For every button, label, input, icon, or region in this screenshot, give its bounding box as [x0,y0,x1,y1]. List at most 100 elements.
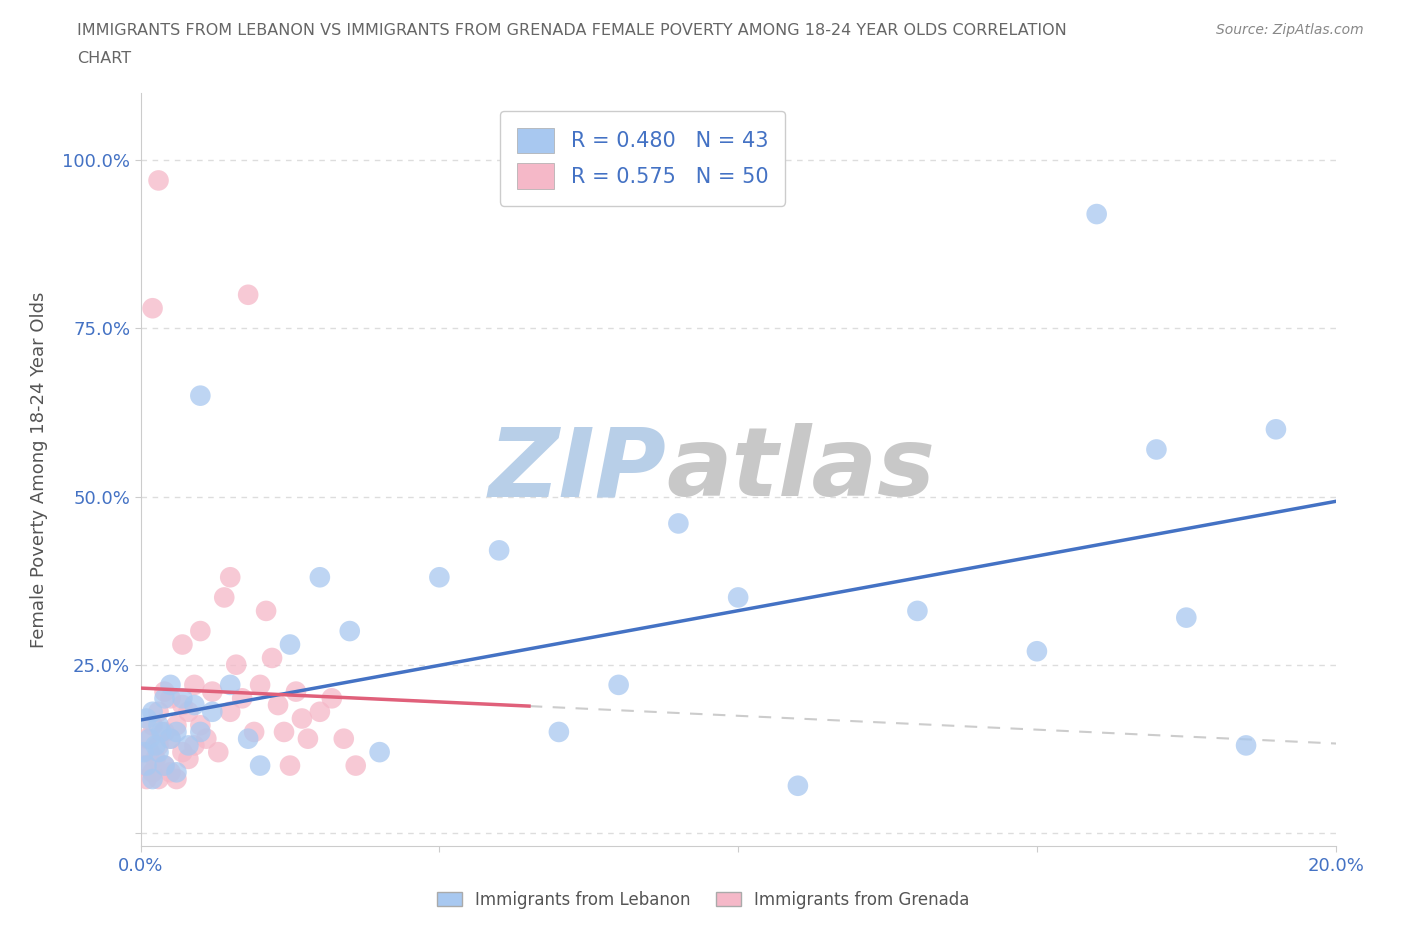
Point [132,745,155,760]
Text: Source: ZipAtlas.com: Source: ZipAtlas.com [1216,23,1364,37]
Point [188,724,212,739]
Point [1265,422,1288,437]
Text: CHART: CHART [77,51,131,66]
Point [262,651,284,666]
Point [183,677,205,692]
Point [1026,644,1049,658]
Point [159,764,181,779]
Point [188,388,212,403]
Point [207,745,229,760]
Point [150,724,173,739]
Point [148,772,170,787]
Point [727,590,749,604]
Point [141,300,163,315]
Point [159,691,181,706]
Point [231,691,253,706]
Point [236,731,259,746]
Point [148,718,170,733]
Point [172,698,194,712]
Point [201,684,224,699]
Point [236,287,259,302]
Point [249,758,271,773]
Legend: R = 0.480   N = 43, R = 0.575   N = 50: R = 0.480 N = 43, R = 0.575 N = 50 [501,111,785,206]
Point [145,738,167,753]
Point [148,173,170,188]
Point [291,711,314,726]
Legend: Immigrants from Lebanon, Immigrants from Grenada: Immigrants from Lebanon, Immigrants from… [429,883,977,917]
Point [166,718,188,733]
Point [153,758,176,773]
Point [219,677,242,692]
Point [344,758,367,773]
Point [138,745,160,760]
Point [321,691,343,706]
Point [188,624,212,639]
Point [668,516,690,531]
Point [172,691,194,706]
Point [132,758,155,773]
Point [141,704,163,719]
Point [135,711,157,726]
Point [172,745,194,760]
Point [166,764,188,779]
Point [368,745,391,760]
Point [339,624,361,639]
Point [141,772,163,787]
Point [254,604,277,618]
Point [138,731,160,746]
Point [907,604,929,618]
Point [135,772,157,787]
Point [153,684,176,699]
Point [177,751,200,766]
Point [145,751,167,766]
Point [1085,206,1108,221]
Text: ZIP: ZIP [488,423,666,516]
Point [333,731,356,746]
Point [267,698,290,712]
Point [159,677,181,692]
Point [309,704,332,719]
Point [278,758,301,773]
Point [153,758,176,773]
Point [166,772,188,787]
Point [1234,738,1257,753]
Point [177,704,200,719]
Point [148,704,170,719]
Point [607,677,630,692]
Point [172,637,194,652]
Point [488,543,510,558]
Y-axis label: Female Poverty Among 18-24 Year Olds: Female Poverty Among 18-24 Year Olds [31,291,48,648]
Point [201,704,224,719]
Point [188,718,212,733]
Point [159,731,181,746]
Point [278,637,301,652]
Point [297,731,319,746]
Point [135,758,157,773]
Text: atlas: atlas [666,423,935,516]
Point [183,738,205,753]
Point [177,738,200,753]
Point [1146,442,1168,457]
Point [141,764,163,779]
Point [153,724,176,739]
Point [195,731,218,746]
Point [159,731,181,746]
Point [787,778,810,793]
Point [148,745,170,760]
Point [183,698,205,712]
Point [284,684,308,699]
Point [166,724,188,739]
Point [548,724,571,739]
Point [135,731,157,746]
Point [219,570,242,585]
Point [153,691,176,706]
Point [219,704,242,719]
Point [141,718,163,733]
Point [427,570,450,585]
Point [309,570,332,585]
Point [214,590,236,604]
Point [225,658,247,672]
Text: IMMIGRANTS FROM LEBANON VS IMMIGRANTS FROM GRENADA FEMALE POVERTY AMONG 18-24 YE: IMMIGRANTS FROM LEBANON VS IMMIGRANTS FR… [77,23,1067,38]
Point [1175,610,1198,625]
Point [148,738,170,753]
